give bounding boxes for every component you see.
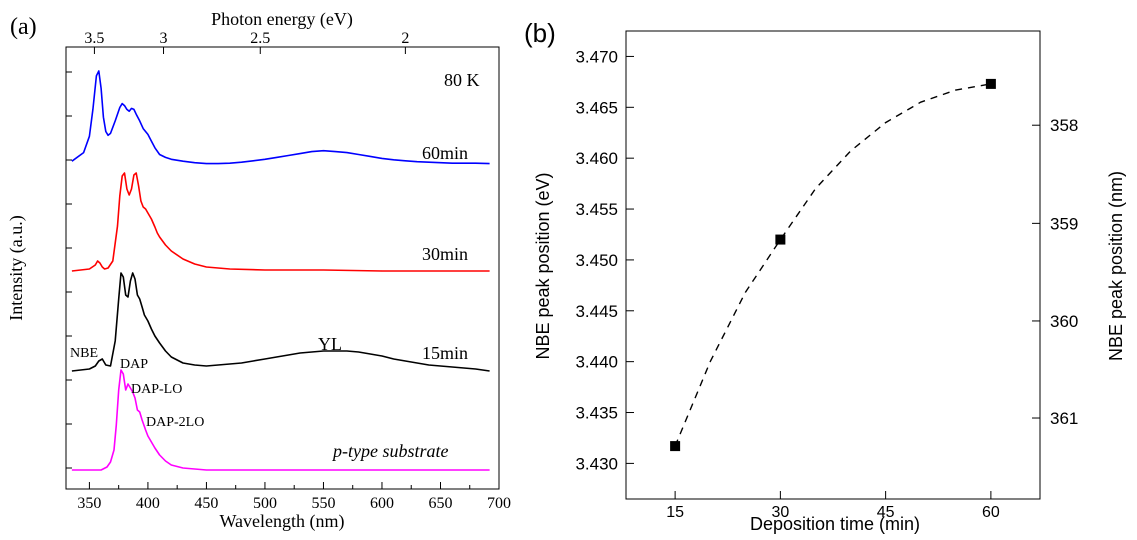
fit-curve	[674, 83, 992, 447]
annotation-yl: YL	[318, 334, 342, 354]
series-line-3	[71, 369, 490, 471]
panel-b-y-tick-label-3: 3.445	[575, 302, 618, 321]
series-line-0	[71, 70, 490, 165]
panel-b-y2-tick-label-360: 360	[1050, 312, 1078, 331]
panel-b-x-axis-label: Deposition time (min)	[750, 514, 920, 534]
panel-b-x-tick-label-30: 30	[771, 504, 789, 521]
label-series-30min: 30min	[422, 244, 468, 264]
panel-a-x-tick-label-450: 450	[194, 495, 218, 512]
panel-a-frame	[65, 46, 500, 490]
panel-b-y2-tick-label-358: 358	[1050, 116, 1078, 135]
panel-b-x-ticks: 15 30 45 60	[666, 491, 1000, 521]
annotation-80k: 80 K	[444, 70, 480, 90]
panel-b-y2-tick-label-361: 361	[1050, 409, 1078, 428]
panel-b-y-ticks: 3.430 3.435 3.440 3.445 3.450 3.455 3.460 3.465…	[575, 47, 634, 473]
panel-b-y-tick-label-4: 3.450	[575, 251, 618, 270]
panel-a-x-axis-label: Wavelength (nm)	[219, 511, 344, 532]
panel-b-label: (b)	[524, 18, 556, 48]
annotation-nbe: NBE	[70, 346, 98, 361]
panel-a-label: (a)	[10, 14, 37, 40]
annotation-dap-2lo: DAP-2LO	[146, 415, 204, 430]
panel-a-top-tick-label-0: 3.5	[84, 30, 104, 47]
panel-a-x-tick-label-650: 650	[428, 495, 452, 512]
panel-a-top-tick-label-1: 3	[160, 30, 168, 47]
panel-b-frame	[625, 30, 1041, 500]
panel-b-y2-tick-label-359: 359	[1050, 214, 1078, 233]
panel-b-plot	[670, 78, 996, 452]
panel-b-y-tick-label-1: 3.435	[575, 404, 618, 423]
data-point-0	[670, 441, 681, 452]
data-point-1	[775, 234, 786, 245]
panel-b-y2-ticks: 358 359 360 361	[1032, 116, 1078, 428]
panel-b-y-tick-label-7: 3.465	[575, 98, 618, 117]
panel-a: (a) Photon energy (eV) Wavelength (nm) I…	[6, 9, 511, 532]
panel-b-y-axis-label: NBE peak position (eV)	[533, 172, 553, 359]
panel-b-y-tick-label-6: 3.460	[575, 149, 618, 168]
panel-a-top-ticks: 3.5 3 2.5 2	[84, 30, 409, 54]
panel-b-y2-axis-label: NBE peak position (nm)	[1106, 171, 1126, 361]
data-point-2	[985, 78, 996, 89]
label-series-60min: 60min	[422, 143, 468, 163]
panel-b: (b) Deposition time (min) NBE peak posit…	[524, 18, 1126, 534]
annotation-dap-lo: DAP-LO	[131, 382, 182, 397]
panel-a-x-tick-label-550: 550	[311, 495, 335, 512]
panel-a-x-tick-label-500: 500	[253, 495, 277, 512]
label-series-15min: 15min	[422, 343, 468, 363]
panel-b-x-tick-label-60: 60	[982, 504, 1000, 521]
panel-b-y-tick-label-0: 3.430	[575, 454, 618, 473]
panel-a-x-tick-label-600: 600	[370, 495, 394, 512]
annotation-dap: DAP	[120, 357, 148, 372]
panel-a-x-tick-label-700: 700	[487, 495, 511, 512]
panel-a-x-ticks: 350 400 450 500 550 600 650 700	[77, 482, 511, 512]
panel-a-annotations: 80 K 60min 30min 15min p-type substrate …	[70, 70, 480, 461]
panel-a-top-axis-label: Photon energy (eV)	[211, 9, 353, 30]
panel-b-x-tick-label-15: 15	[666, 504, 684, 521]
panel-b-y-tick-label-2: 3.440	[575, 353, 618, 372]
panel-b-y-tick-label-8: 3.470	[575, 47, 618, 66]
panel-a-series	[71, 70, 490, 471]
label-series-substrate: p-type substrate	[331, 441, 448, 461]
panel-b-x-tick-label-45: 45	[877, 504, 895, 521]
panel-a-x-tick-label-350: 350	[77, 495, 101, 512]
series-line-1	[71, 172, 490, 272]
series-line-2	[71, 272, 490, 372]
panel-a-top-tick-label-2: 2.5	[250, 30, 270, 47]
panel-a-x-tick-label-400: 400	[136, 495, 160, 512]
panel-a-y-axis-label: Intensity (a.u.)	[6, 215, 27, 320]
panel-a-y-ticks	[66, 71, 72, 469]
panel-a-top-tick-label-3: 2	[401, 30, 409, 47]
panel-b-y-tick-label-5: 3.455	[575, 200, 618, 219]
